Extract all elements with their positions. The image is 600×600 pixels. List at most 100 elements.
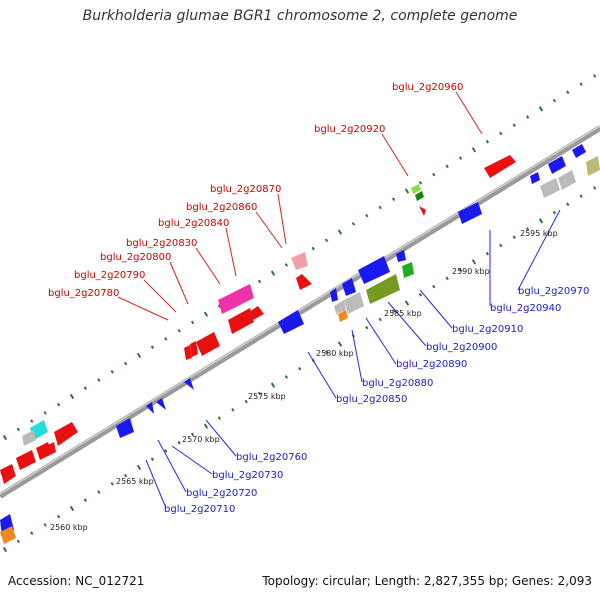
track-dot	[136, 352, 142, 359]
gene-left-gray[interactable]	[22, 430, 36, 446]
track-dot	[83, 386, 88, 391]
gene-bglu_2g20880b[interactable]	[330, 288, 338, 302]
gene-bglu_2g20920-green[interactable]	[411, 184, 421, 194]
label-bglu_2g20760[interactable]: bglu_2g20760	[236, 452, 307, 463]
track-dot	[56, 514, 61, 519]
track-dot	[432, 172, 436, 177]
label-bglu_2g20730[interactable]: bglu_2g20730	[212, 470, 283, 481]
gene-left-red4[interactable]	[0, 464, 16, 484]
gene-bglu_2g20860b[interactable]	[296, 274, 312, 290]
kbp-label-2580: 2580 kbp	[316, 349, 354, 358]
gene-bglu_2g20890[interactable]	[366, 274, 400, 304]
gene-bglu_2g20850[interactable]	[278, 310, 304, 334]
label-bglu_2g20880[interactable]: bglu_2g20880	[362, 378, 433, 389]
label-bglu_2g20910[interactable]: bglu_2g20910	[452, 324, 523, 335]
track-dot	[378, 205, 382, 210]
gene-top-right-blue2[interactable]	[572, 144, 586, 158]
label-bglu_2g20710[interactable]: bglu_2g20710	[164, 504, 235, 515]
track-dot	[404, 188, 410, 194]
gene-bglu_2g20910b[interactable]	[402, 262, 414, 278]
track-dot	[458, 156, 463, 160]
gene-bglu_2g20940[interactable]	[540, 178, 560, 198]
track-dot	[56, 402, 61, 407]
track-dot	[203, 423, 209, 429]
label-bglu_2g20790[interactable]: bglu_2g20790	[74, 270, 145, 281]
track-dot	[203, 311, 209, 317]
track-dot	[324, 350, 329, 355]
gene-bglu_2g20730[interactable]	[146, 402, 154, 414]
label-bglu_2g20840[interactable]: bglu_2g20840	[158, 218, 229, 229]
label-bglu_2g20860[interactable]: bglu_2g20860	[186, 202, 257, 213]
label-bglu_2g20720[interactable]: bglu_2g20720	[186, 488, 257, 499]
track-dot	[150, 345, 155, 349]
track-dot	[311, 246, 315, 251]
label-bglu_2g20850[interactable]: bglu_2g20850	[336, 394, 407, 405]
gene-bglu_2g20900[interactable]	[358, 256, 390, 284]
map-title: Burkholderia glumae BGR1 chromosome 2, c…	[82, 8, 518, 24]
gene-bglu_2g20760[interactable]	[156, 398, 166, 410]
track-dot	[579, 194, 583, 198]
gene-left-red3[interactable]	[16, 450, 36, 470]
label-bglu_2g20920[interactable]: bglu_2g20920	[314, 124, 385, 135]
track-dot	[257, 391, 262, 396]
label-bglu_2g20800[interactable]: bglu_2g20800	[100, 252, 171, 263]
kbp-label-2570: 2570 kbp	[182, 435, 220, 444]
gene-bglu_2g20970[interactable]	[548, 156, 566, 174]
track-dot	[97, 378, 101, 382]
gene-bglu_2g20830b[interactable]	[249, 306, 264, 320]
track-dot	[83, 498, 88, 503]
label-bglu_2g20970[interactable]: bglu_2g20970	[518, 286, 589, 297]
label-bglu_2g20830[interactable]: bglu_2g20830	[126, 238, 197, 249]
gene-left-red5[interactable]	[46, 442, 56, 456]
gene-bglu_2g20960[interactable]	[484, 155, 516, 178]
gene-bglu_2g20940b[interactable]	[558, 170, 576, 190]
track-dot	[2, 434, 8, 441]
track-dot	[164, 337, 168, 341]
track-dot	[579, 82, 583, 86]
gene-top-right-blue3[interactable]	[530, 172, 540, 184]
kbp-label-2575: 2575 kbp	[248, 392, 286, 401]
gene-bglu_2g20880d[interactable]	[334, 300, 346, 314]
label-bglu_2g20890[interactable]: bglu_2g20890	[396, 359, 467, 370]
gene-mid-blue-small[interactable]	[184, 378, 194, 390]
gene-small-red-arrow[interactable]	[419, 206, 426, 216]
track-dot	[30, 419, 34, 423]
track-dot	[365, 325, 369, 330]
track-dot	[69, 505, 75, 512]
track-dot	[16, 539, 21, 544]
label-bglu_2g20870[interactable]: bglu_2g20870	[210, 184, 281, 195]
label-bglu_2g20960[interactable]: bglu_2g20960	[392, 82, 463, 93]
gene-bglu_2g20880c[interactable]	[344, 292, 364, 314]
gene-bglu_2g20710[interactable]	[116, 418, 134, 438]
track-dot	[538, 218, 544, 224]
label-bglu_2g20780[interactable]: bglu_2g20780	[48, 288, 119, 299]
gene-bglu_2g20780[interactable]	[184, 345, 192, 360]
gene-bglu_2g20830[interactable]	[228, 308, 254, 334]
gene-bglu_2g20860[interactable]	[291, 252, 308, 270]
gene-bglu_2g20840[interactable]	[218, 284, 254, 314]
inner-dot-track	[2, 186, 597, 553]
track-dot	[445, 164, 449, 169]
track-dot	[458, 268, 463, 272]
gene-left-orange[interactable]	[0, 526, 16, 544]
track-dot	[592, 74, 597, 78]
track-dot	[512, 123, 516, 128]
bottom-gene-labels: bglu_2g20970 bglu_2g20940 bglu_2g20910 b…	[164, 286, 589, 515]
gene-bglu_2g20920-blue[interactable]	[458, 202, 482, 224]
gene-bglu_2g20880e[interactable]	[338, 310, 348, 322]
gene-top-right-olive[interactable]	[586, 156, 600, 176]
label-bglu_2g20940[interactable]: bglu_2g20940	[490, 303, 561, 314]
top-strand-genes	[0, 155, 516, 484]
track-dot	[337, 341, 343, 347]
track-dot	[485, 251, 490, 256]
gene-left-red1[interactable]	[54, 422, 78, 446]
gene-bglu_2g20800[interactable]	[196, 332, 220, 356]
kbp-label-2590: 2590 kbp	[452, 267, 490, 276]
gene-bglu_2g20910[interactable]	[396, 250, 406, 262]
gene-bglu_2g20880[interactable]	[342, 278, 356, 296]
track-dot	[164, 449, 168, 453]
label-bglu_2g20900[interactable]: bglu_2g20900	[426, 342, 497, 353]
gene-bglu_2g20790[interactable]	[190, 341, 198, 357]
gene-bglu_2g20920b[interactable]	[415, 191, 424, 201]
